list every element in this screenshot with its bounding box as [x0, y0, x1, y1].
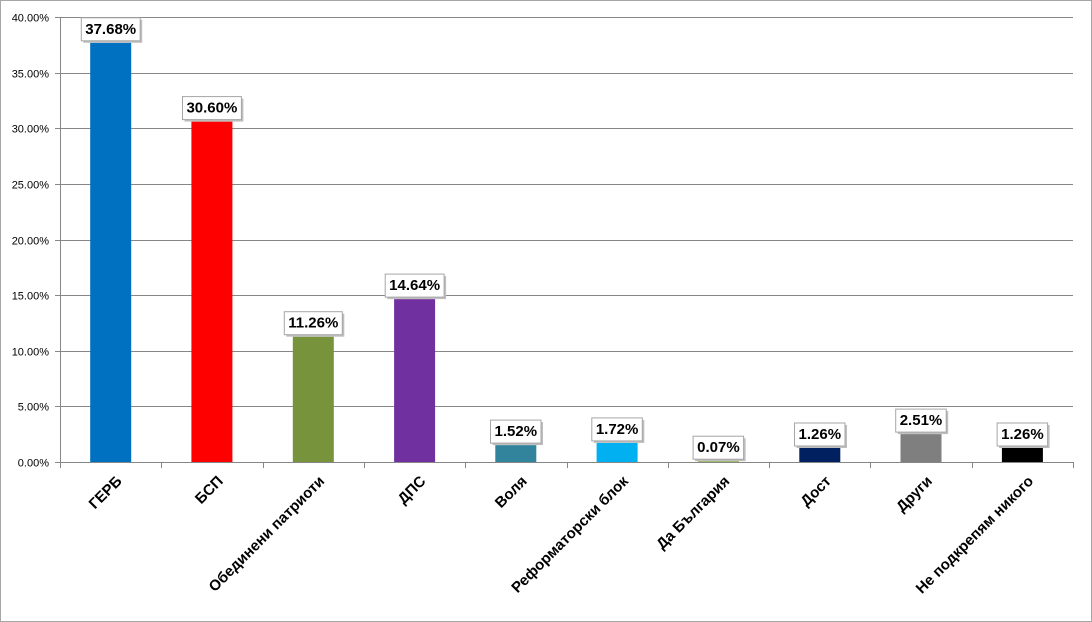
bar — [495, 445, 537, 462]
bar — [90, 42, 132, 463]
y-tick-label: 40.00% — [12, 13, 50, 25]
data-label: 37.68% — [80, 17, 143, 43]
bar — [191, 121, 233, 462]
data-label: 1.72% — [591, 417, 645, 443]
data-label-text: 2.51% — [900, 412, 943, 429]
bar — [900, 434, 942, 462]
category-label: ГЕРБ — [86, 473, 126, 513]
y-tick-label: 20.00% — [12, 236, 50, 248]
data-label: 30.60% — [182, 96, 244, 122]
y-tick-label: 5.00% — [18, 402, 49, 414]
category-label: Да България — [653, 473, 733, 553]
data-label-text: 1.52% — [495, 423, 538, 440]
bar — [394, 299, 436, 462]
data-label-text: 0.07% — [697, 439, 740, 456]
y-tick-label: 35.00% — [12, 69, 50, 81]
data-label-text: 1.26% — [799, 426, 842, 443]
y-tick-label: 30.00% — [12, 124, 50, 136]
bars — [90, 42, 1043, 463]
y-tick-label: 25.00% — [12, 180, 50, 192]
data-label: 1.26% — [996, 422, 1050, 448]
data-label-text: 1.72% — [596, 421, 639, 438]
data-label-text: 14.64% — [389, 277, 440, 294]
data-label: 2.51% — [895, 408, 949, 435]
y-tick-labels: 0.00% 5.00% 10.00% 15.00% 20.00% 25.00% 30.00%… — [12, 13, 50, 470]
y-tick-label: 0.00% — [18, 458, 49, 470]
category-label: ДПС — [395, 473, 430, 508]
bar — [596, 442, 638, 462]
data-label: 11.26% — [283, 311, 345, 337]
y-tick-label: 15.00% — [12, 291, 50, 303]
bar — [697, 461, 739, 462]
category-label: Воля — [492, 473, 531, 512]
y-tick-label: 10.00% — [12, 347, 50, 359]
data-label: 1.52% — [490, 419, 543, 446]
category-label: Реформаторски блок — [508, 472, 632, 596]
category-label: БСП — [192, 473, 227, 508]
category-label: Дост — [797, 473, 834, 510]
category-label: Други — [893, 473, 936, 516]
category-label: Не подкрепям никого — [913, 473, 1037, 597]
bar — [292, 336, 334, 462]
bar — [799, 448, 841, 462]
data-labels: 37.68% 30.60% 11.26% 14.64% 1.52% 1.72% 0.07% 1… — [80, 17, 1050, 462]
category-label: Обединени патриоти — [206, 473, 329, 596]
data-label: 0.07% — [692, 435, 746, 462]
data-label-text: 30.60% — [186, 100, 237, 117]
data-label-text: 1.26% — [1001, 426, 1044, 443]
data-label: 1.26% — [794, 422, 847, 448]
data-label: 14.64% — [384, 273, 447, 300]
bar — [1001, 448, 1043, 462]
axes — [55, 17, 1074, 468]
data-label-text: 37.68% — [85, 21, 136, 38]
data-label-text: 11.26% — [288, 315, 338, 332]
